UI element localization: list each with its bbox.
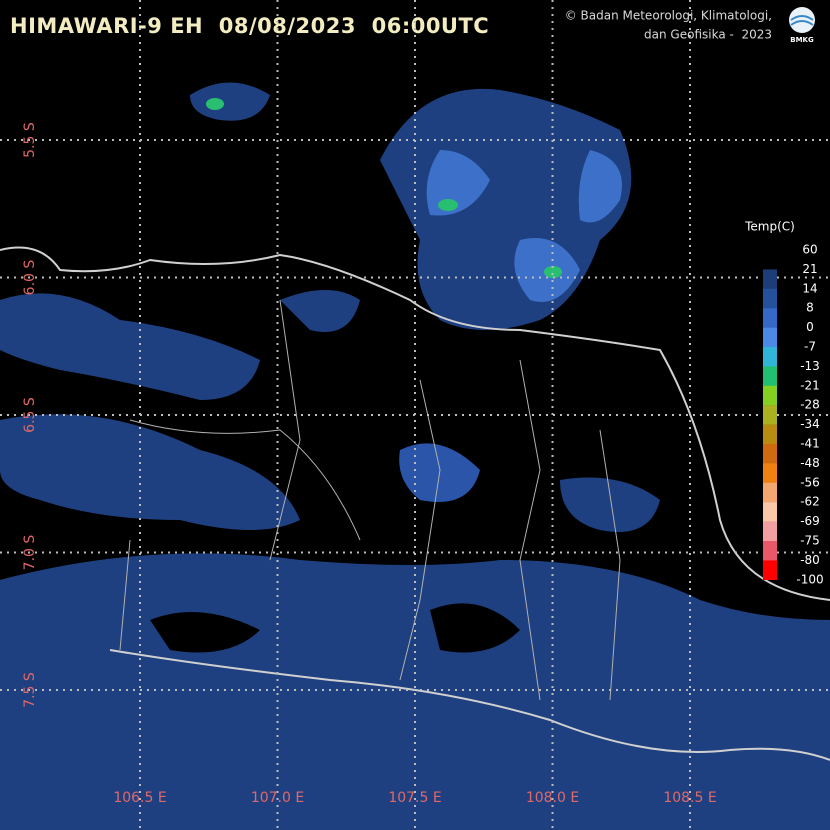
legend-label: -56 [800, 475, 820, 489]
colorbar-segment [763, 502, 777, 522]
colorbar-segment [763, 405, 777, 425]
colorbar-segment [763, 482, 777, 503]
coastline [0, 246, 830, 761]
legend-label: -34 [800, 417, 820, 431]
legend-label: 21 [802, 262, 817, 276]
title: HIMAWARI-9 EH 08/08/2023 06:00UTC [10, 14, 489, 38]
credit: © Badan Meteorologi, Klimatologi, [565, 9, 772, 23]
legend-label: -62 [800, 495, 820, 509]
latitude-label: 6.0 S [22, 260, 38, 296]
colorbar-segment [763, 385, 777, 406]
latitude-label: 7.5 S [22, 672, 38, 708]
colorbar-segment [763, 541, 777, 561]
longitude-label: 108.0 E [526, 790, 579, 806]
legend-title: Temp(C) [744, 220, 795, 234]
colorbar-segment [763, 308, 777, 328]
logo-text: BMKG [790, 36, 814, 44]
legend-label: -75 [800, 534, 820, 548]
legend-label: 60 [802, 243, 817, 257]
colorbar-segment [763, 327, 777, 348]
colorbar-segment [763, 560, 777, 580]
colorbar-segment [763, 269, 777, 289]
longitude-label: 107.5 E [388, 790, 441, 806]
colorbar-segment [763, 521, 777, 542]
legend-label: -69 [800, 514, 820, 528]
colorbar-segment [763, 463, 777, 483]
colorbar-segment [763, 424, 777, 445]
colorbar-segment [763, 366, 777, 386]
latitude-label: 5.5 S [22, 122, 38, 158]
credit: dan Geofisika - 2023 [644, 28, 772, 42]
legend-label: -28 [800, 398, 820, 412]
latitude-label: 7.0 S [22, 535, 38, 571]
longitude-label: 107.0 E [251, 790, 304, 806]
legend-label: -13 [800, 359, 820, 373]
legend-label: 0 [806, 320, 814, 334]
longitude-label: 106.5 E [113, 790, 166, 806]
legend-label: -41 [800, 437, 820, 451]
legend-label: -48 [800, 456, 820, 470]
legend-label: -80 [800, 553, 820, 567]
colorbar-segment [763, 444, 777, 464]
cloud-layer [0, 82, 830, 830]
legend-label: -100 [796, 572, 823, 586]
legend-label: -21 [800, 378, 820, 392]
colorbar-segment [763, 347, 777, 367]
latitude-label: 6.5 S [22, 397, 38, 433]
colorbar: 60 21 14 8 0 -7 -13 -21 -28 -34 -41 -48 -56 -62 -69 -75… [763, 243, 824, 586]
longitude-label: 108.5 E [663, 790, 716, 806]
legend-label: 8 [806, 301, 814, 315]
colorbar-segment [763, 288, 777, 309]
legend-label: 14 [802, 281, 817, 295]
legend-label: -7 [804, 340, 816, 354]
